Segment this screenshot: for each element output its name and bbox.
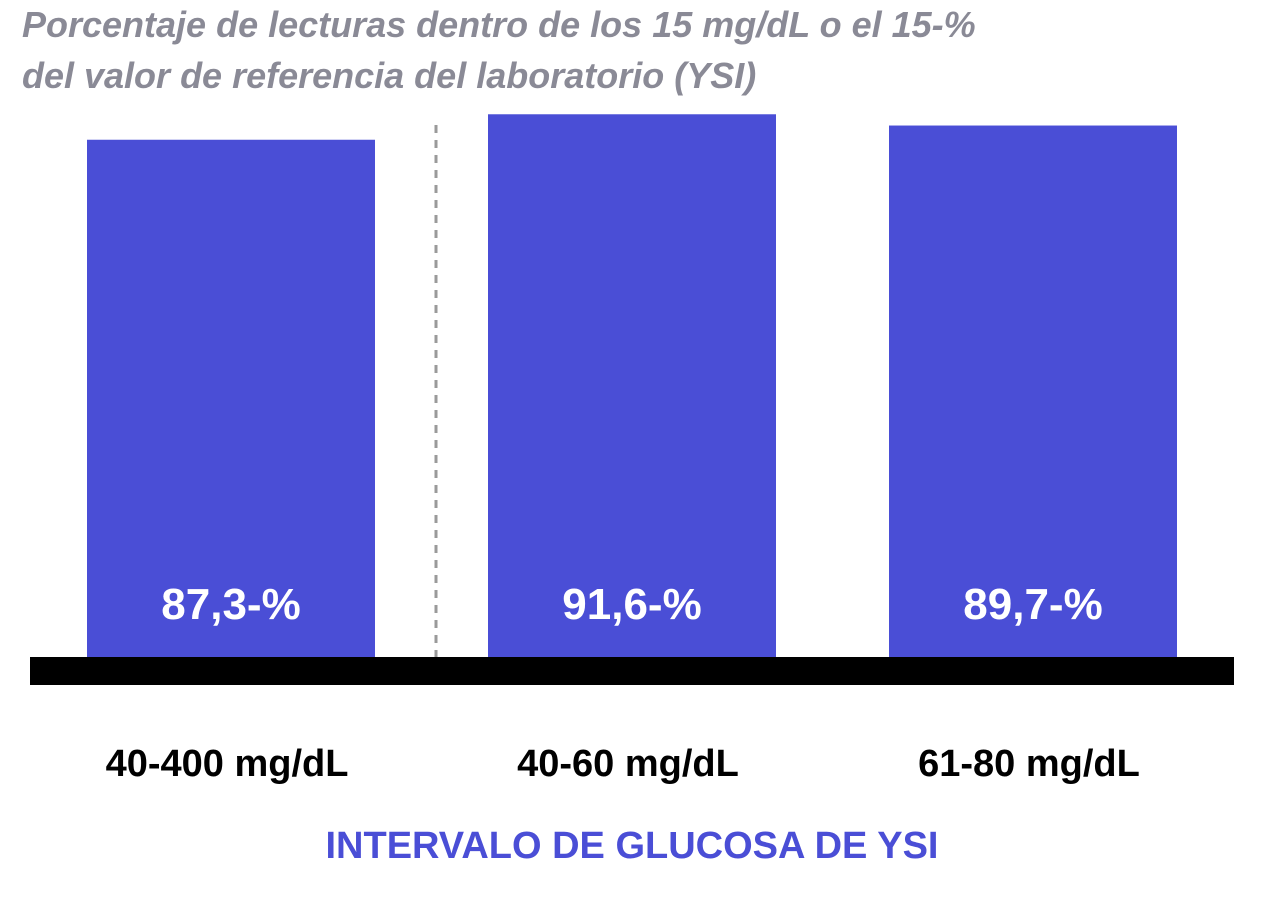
bar	[889, 125, 1177, 658]
bar	[87, 139, 375, 657]
bar	[488, 114, 776, 657]
baseline	[30, 657, 1234, 685]
chart-title: Porcentaje de lecturas dentro de los 15 …	[22, 4, 976, 45]
x-tick-label: 40-400 mg/dL	[106, 743, 349, 785]
value-label: 89,7-%	[963, 580, 1102, 629]
x-tick-label: 61-80 mg/dL	[918, 743, 1140, 785]
x-tick-label: 40-60 mg/dL	[517, 743, 739, 785]
x-axis-label: INTERVALO DE GLUCOSA DE YSI	[325, 825, 938, 867]
value-label: 87,3-%	[161, 580, 300, 629]
chart-title: del valor de referencia del laboratorio …	[22, 55, 756, 96]
value-label: 91,6-%	[562, 580, 701, 629]
